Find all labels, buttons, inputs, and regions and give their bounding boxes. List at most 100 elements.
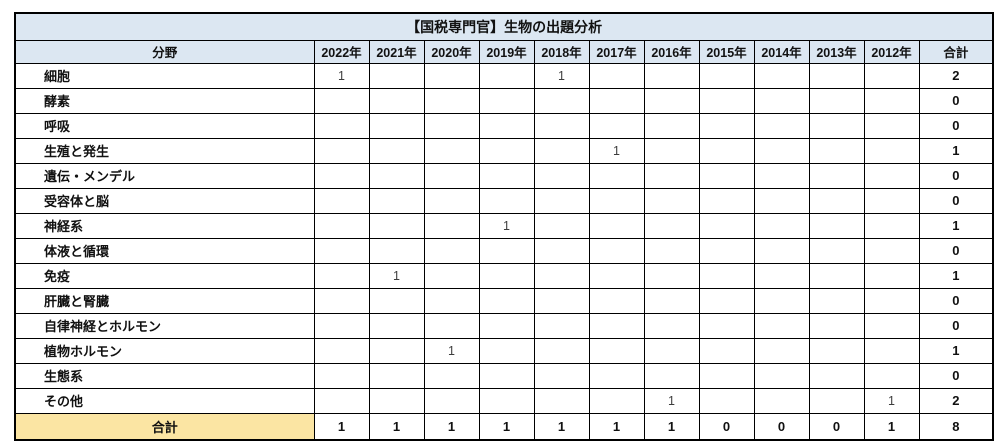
value-cell [533,212,590,239]
value-cell [863,137,920,164]
row-label-cell: 受容体と脳 [14,187,315,214]
value-cell [863,87,920,114]
value-cell: 1 [533,62,590,89]
table-row: 免疫 1 1 [14,262,994,289]
year-header-cell: 2021年 [368,39,425,64]
value-cell [643,87,700,114]
value-cell [753,387,810,414]
value-cell [423,312,480,339]
value-cell: 1 [588,137,645,164]
value-cell [753,112,810,139]
value-cell [478,262,535,289]
value-cell [313,162,370,189]
value-cell [808,362,865,389]
header-row: 分野 2022年 2021年 2020年 2019年 2018年 2017年 2016年 201… [14,39,994,64]
value-cell [808,187,865,214]
value-cell [368,212,425,239]
year-header-cell: 2013年 [808,39,865,64]
table-title: 【国税専門官】生物の出題分析 [14,12,994,41]
value-cell [423,362,480,389]
value-cell [533,137,590,164]
value-cell [478,112,535,139]
value-cell [698,362,755,389]
value-cell [588,262,645,289]
row-total-cell: 1 [918,212,994,239]
value-cell [533,287,590,314]
row-label-cell: 植物ホルモン [14,337,315,364]
value-cell [643,287,700,314]
value-cell [313,287,370,314]
table-row: 植物ホルモン 1 1 [14,337,994,364]
value-cell [368,237,425,264]
value-cell [313,137,370,164]
value-cell [643,137,700,164]
value-cell [643,162,700,189]
value-cell [478,362,535,389]
value-cell [698,212,755,239]
value-cell [478,237,535,264]
value-cell [698,237,755,264]
row-total-cell: 0 [918,187,994,214]
value-cell [423,62,480,89]
value-cell [643,262,700,289]
value-cell [423,262,480,289]
row-total-cell: 0 [918,287,994,314]
year-header-cell: 2017年 [588,39,645,64]
row-total-cell: 0 [918,162,994,189]
value-cell [753,187,810,214]
table-row: 肝臓と腎臓 0 [14,287,994,314]
value-cell [423,387,480,414]
year-header-cell: 2019年 [478,39,535,64]
table-row: 神経系 1 1 [14,212,994,239]
row-total-cell: 0 [918,112,994,139]
table-row: 生殖と発生 1 1 [14,137,994,164]
value-cell [368,387,425,414]
exam-analysis-table: 【国税専門官】生物の出題分析 分野 2022年 2021年 2020年 2019年 201… [14,12,995,441]
value-cell [753,137,810,164]
value-cell [753,287,810,314]
value-cell [533,237,590,264]
value-cell [698,187,755,214]
value-cell [698,112,755,139]
value-cell [478,187,535,214]
row-total-cell: 1 [918,337,994,364]
value-cell [533,387,590,414]
value-cell [368,362,425,389]
value-cell [313,387,370,414]
value-cell [478,387,535,414]
row-label-cell: 遺伝・メンデル [14,162,315,189]
value-cell [423,137,480,164]
value-cell [478,312,535,339]
value-cell [533,362,590,389]
value-cell [643,237,700,264]
value-cell [863,312,920,339]
value-cell [698,137,755,164]
row-total-cell: 0 [918,237,994,264]
row-label-cell: 神経系 [14,212,315,239]
value-cell [863,262,920,289]
footer-row: 合計 1 1 1 1 1 1 1 0 0 0 1 8 [14,412,994,441]
row-total-cell: 2 [918,387,994,414]
value-cell [368,162,425,189]
value-cell [313,262,370,289]
table-row: 細胞 1 1 2 [14,62,994,89]
value-cell [808,87,865,114]
footer-value-cell: 1 [478,412,535,441]
value-cell [643,337,700,364]
value-cell: 1 [423,337,480,364]
row-total-cell: 1 [918,137,994,164]
footer-value-cell: 0 [808,412,865,441]
value-cell [698,262,755,289]
value-cell [533,87,590,114]
table-row: 生態系 0 [14,362,994,389]
value-cell [753,87,810,114]
value-cell [863,212,920,239]
value-cell [368,287,425,314]
value-cell [313,312,370,339]
row-total-cell: 0 [918,87,994,114]
row-label-cell: 体液と循環 [14,237,315,264]
row-total-cell: 1 [918,262,994,289]
value-cell [533,112,590,139]
footer-total-cell: 8 [918,412,994,441]
value-cell [368,137,425,164]
